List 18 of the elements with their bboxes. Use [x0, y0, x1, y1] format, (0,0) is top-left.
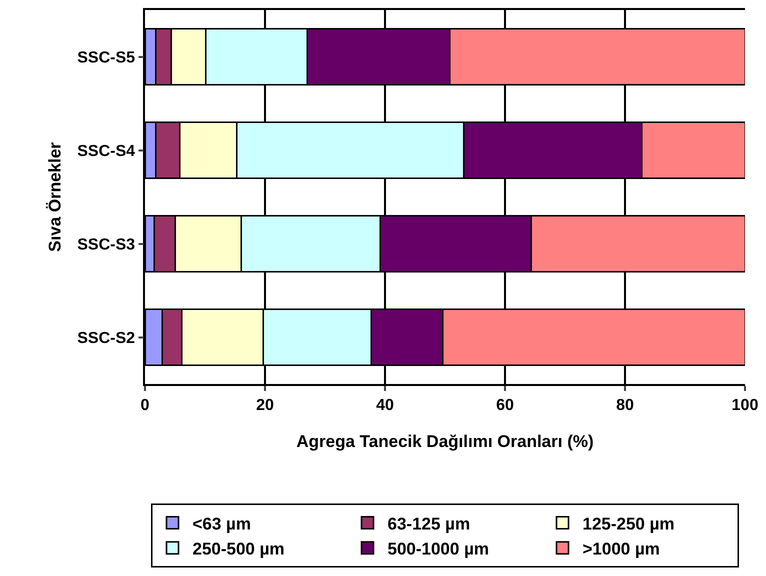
legend-label: 63-125 µm — [388, 514, 470, 534]
x-tick-label: 100 — [732, 396, 758, 414]
x-tick-label: 80 — [616, 396, 634, 414]
legend-label: <63 µm — [192, 514, 251, 534]
x-axis-title: Agrega Tanecik Dağılımı Oranları (%) — [296, 432, 594, 451]
y-tick-label: SSC-S3 — [77, 236, 136, 254]
y-tick-label: SSC-S2 — [77, 330, 136, 347]
y-tick-label: SSC-S4 — [77, 142, 136, 160]
y-axis-title: Sıva Örnekler — [45, 142, 64, 252]
y-tick-label: SSC-S5 — [77, 49, 136, 66]
legend-label: 250-500 µm — [192, 539, 285, 558]
legend-label: >1000 µm — [582, 539, 660, 558]
x-tick-label: 60 — [496, 396, 514, 414]
x-tick-label: 0 — [140, 396, 150, 414]
legend-label: 125-250 µm — [582, 514, 675, 534]
x-tick-label: 20 — [256, 396, 274, 414]
legend-label: 500-1000 µm — [388, 539, 489, 558]
x-tick-label: 40 — [376, 396, 394, 414]
